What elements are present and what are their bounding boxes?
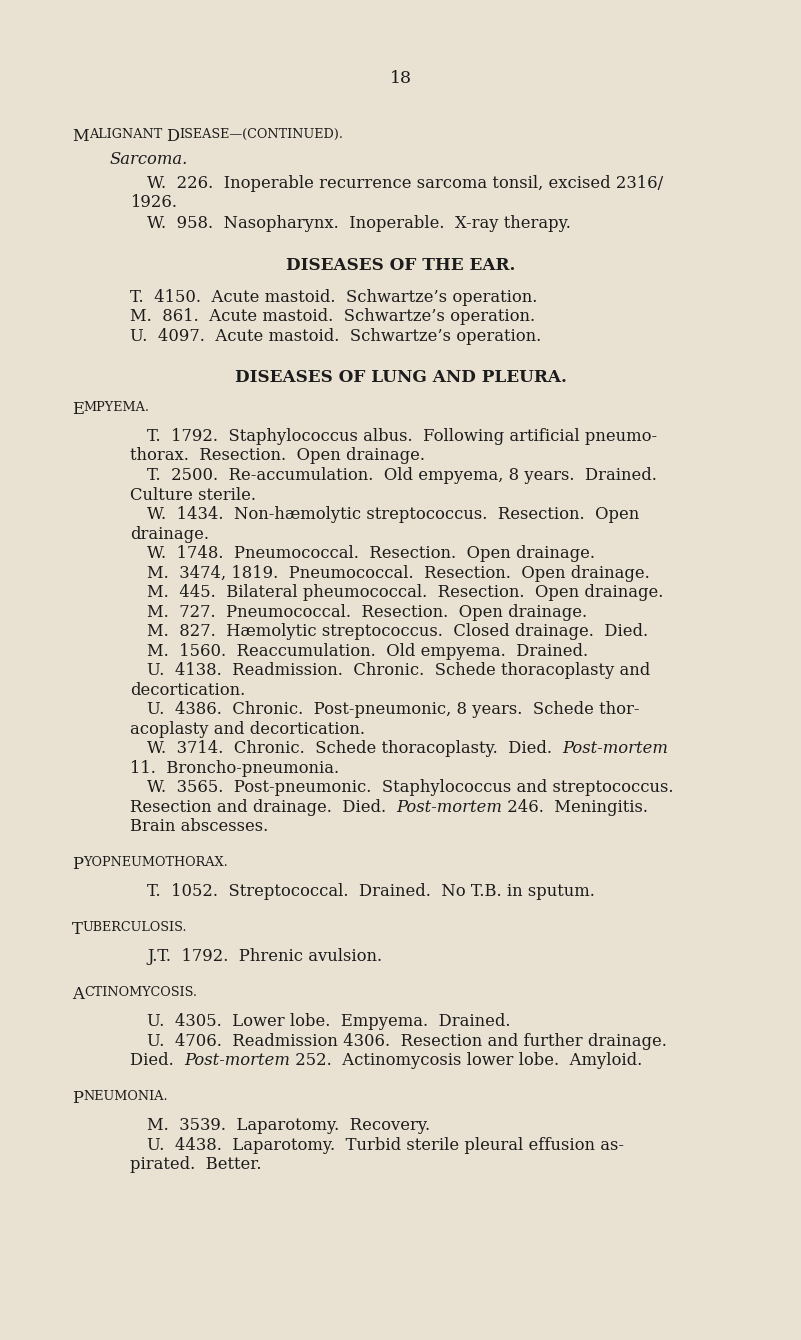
Text: pirated.  Better.: pirated. Better. [130,1156,261,1172]
Text: M.  827.  Hæmolytic streptococcus.  Closed drainage.  Died.: M. 827. Hæmolytic streptococcus. Closed … [147,623,648,641]
Text: M.  3474, 1819.  Pneumococcal.  Resection.  Open drainage.: M. 3474, 1819. Pneumococcal. Resection. … [147,564,650,582]
Text: U.  4138.  Readmission.  Chronic.  Schede thoracoplasty and: U. 4138. Readmission. Chronic. Schede th… [147,662,650,679]
Text: M.  1560.  Reaccumulation.  Old empyema.  Drained.: M. 1560. Reaccumulation. Old empyema. Dr… [147,642,588,659]
Text: W.  958.  Nasopharynx.  Inoperable.  X-ray therapy.: W. 958. Nasopharynx. Inoperable. X-ray t… [147,216,571,233]
Text: U.  4097.  Acute mastoid.  Schwartze’s operation.: U. 4097. Acute mastoid. Schwartze’s oper… [130,327,541,344]
Text: DISEASES OF LUNG AND PLEURA.: DISEASES OF LUNG AND PLEURA. [235,369,566,386]
Text: UBERCULOSIS.: UBERCULOSIS. [83,921,187,934]
Text: P: P [72,1089,83,1107]
Text: P: P [72,855,83,872]
Text: 11.  Broncho-pneumonia.: 11. Broncho-pneumonia. [130,760,339,776]
Text: A: A [72,985,84,1002]
Text: W.  226.  Inoperable recurrence sarcoma tonsil, excised 2316/: W. 226. Inoperable recurrence sarcoma to… [147,174,663,192]
Text: drainage.: drainage. [130,525,209,543]
Text: T: T [72,921,83,938]
Text: M: M [72,127,89,145]
Text: ISEASE—(CONTINUED).: ISEASE—(CONTINUED). [179,127,343,141]
Text: M.  727.  Pneumococcal.  Resection.  Open drainage.: M. 727. Pneumococcal. Resection. Open dr… [147,603,587,620]
Text: thorax.  Resection.  Open drainage.: thorax. Resection. Open drainage. [130,448,425,465]
Text: 252.  Actinomycosis lower lobe.  Amyloid.: 252. Actinomycosis lower lobe. Amyloid. [290,1052,642,1069]
Text: M.  3539.  Laparotomy.  Recovery.: M. 3539. Laparotomy. Recovery. [147,1118,430,1134]
Text: 1926.: 1926. [130,194,177,210]
Text: W.  1748.  Pneumococcal.  Resection.  Open drainage.: W. 1748. Pneumococcal. Resection. Open d… [147,545,595,561]
Text: Post-mortem: Post-mortem [184,1052,290,1069]
Text: Brain abscesses.: Brain abscesses. [130,817,268,835]
Text: Culture sterile.: Culture sterile. [130,486,256,504]
Text: M.  445.  Bilateral pheumococcal.  Resection.  Open drainage.: M. 445. Bilateral pheumococcal. Resectio… [147,584,663,602]
Text: decortication.: decortication. [130,682,245,698]
Text: W.  3565.  Post-pneumonic.  Staphylococcus and streptococcus.: W. 3565. Post-pneumonic. Staphylococcus … [147,779,674,796]
Text: CTINOMYCOSIS.: CTINOMYCOSIS. [84,985,197,998]
Text: D: D [166,127,179,145]
Text: T.  4150.  Acute mastoid.  Schwartze’s operation.: T. 4150. Acute mastoid. Schwartze’s oper… [130,288,537,306]
Text: T.  1052.  Streptococcal.  Drained.  No T.B. in sputum.: T. 1052. Streptococcal. Drained. No T.B.… [147,883,595,900]
Text: W.  1434.  Non-hæmolytic streptococcus.  Resection.  Open: W. 1434. Non-hæmolytic streptococcus. Re… [147,507,639,523]
Text: M.  861.  Acute mastoid.  Schwartze’s operation.: M. 861. Acute mastoid. Schwartze’s opera… [130,308,535,326]
Text: NEUMONIA.: NEUMONIA. [83,1089,167,1103]
Text: Post-mortem: Post-mortem [562,740,668,757]
Text: DISEASES OF THE EAR.: DISEASES OF THE EAR. [286,257,515,273]
Text: Died.: Died. [130,1052,184,1069]
Text: W.  3714.  Chronic.  Schede thoracoplasty.  Died.: W. 3714. Chronic. Schede thoracoplasty. … [147,740,562,757]
Text: T.  1792.  Staphylococcus albus.  Following artificial pneumo-: T. 1792. Staphylococcus albus. Following… [147,427,657,445]
Text: acoplasty and decortication.: acoplasty and decortication. [130,721,365,737]
Text: E: E [72,401,84,418]
Text: ALIGNANT: ALIGNANT [89,127,166,141]
Text: U.  4386.  Chronic.  Post-pneumonic, 8 years.  Schede thor-: U. 4386. Chronic. Post-pneumonic, 8 year… [147,701,639,718]
Text: 18: 18 [389,70,412,87]
Text: YOPNEUMOTHORAX.: YOPNEUMOTHORAX. [83,855,227,868]
Text: 246.  Meningitis.: 246. Meningitis. [502,799,649,816]
Text: U.  4706.  Readmission 4306.  Resection and further drainage.: U. 4706. Readmission 4306. Resection and… [147,1033,667,1049]
Text: J.T.  1792.  Phrenic avulsion.: J.T. 1792. Phrenic avulsion. [147,947,382,965]
Text: Post-mortem: Post-mortem [396,799,502,816]
Text: Resection and drainage.  Died.: Resection and drainage. Died. [130,799,396,816]
Text: MPYEMA.: MPYEMA. [84,401,150,414]
Text: Sarcoma.: Sarcoma. [110,151,188,168]
Text: T.  2500.  Re-accumulation.  Old empyema, 8 years.  Drained.: T. 2500. Re-accumulation. Old empyema, 8… [147,468,657,484]
Text: U.  4438.  Laparotomy.  Turbid sterile pleural effusion as-: U. 4438. Laparotomy. Turbid sterile pleu… [147,1136,624,1154]
Text: U.  4305.  Lower lobe.  Empyema.  Drained.: U. 4305. Lower lobe. Empyema. Drained. [147,1013,510,1030]
